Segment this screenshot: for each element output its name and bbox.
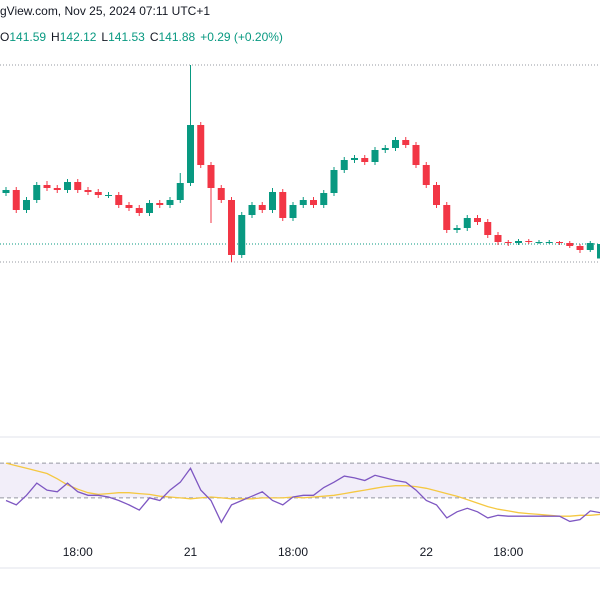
candle-body <box>422 165 430 185</box>
candle-body <box>566 243 574 246</box>
candle-body <box>12 190 20 210</box>
candle-body <box>556 242 563 243</box>
candle-body <box>74 182 82 190</box>
candle-body <box>320 193 328 205</box>
candle-body <box>166 200 174 205</box>
candle-body <box>310 200 317 205</box>
candle-body <box>412 145 420 165</box>
candle-body <box>484 222 492 235</box>
candle-body <box>597 244 600 259</box>
candle-body <box>187 125 194 183</box>
ohlc-key: L <box>101 30 108 44</box>
candle-body <box>453 228 461 230</box>
candle-body <box>217 188 225 200</box>
candle-body <box>105 195 112 196</box>
candle-body <box>392 140 399 148</box>
x-tick-label: 18:00 <box>278 545 308 559</box>
candle-body <box>586 243 594 250</box>
candle-body <box>299 200 307 205</box>
candle-body <box>576 246 584 250</box>
rsi-line <box>5 467 600 524</box>
candle-body <box>176 183 184 200</box>
ohlc-value: 141.88 <box>158 30 195 44</box>
change: +0.29 (+0.20%) <box>200 30 283 44</box>
candle-body <box>248 205 256 215</box>
candle-body <box>402 140 410 145</box>
candle-body <box>23 200 30 210</box>
candle-body <box>381 148 389 150</box>
ohlc-key: H <box>51 30 60 44</box>
candle-body <box>33 185 41 200</box>
ohlc-value: 142.12 <box>60 30 97 44</box>
candle-body <box>146 203 153 213</box>
ohlc-key: O <box>0 30 9 44</box>
candle-body <box>340 160 348 170</box>
candle-body <box>115 195 123 205</box>
x-tick-label: 22 <box>420 545 434 559</box>
candle-body <box>515 241 522 243</box>
candle-body <box>279 192 287 218</box>
candle-body <box>494 235 502 242</box>
candle-body <box>535 242 543 243</box>
candle-body <box>474 218 481 222</box>
candle-body <box>443 205 451 230</box>
candle-body <box>504 242 512 243</box>
candle-body <box>433 185 440 205</box>
x-tick-label: 18:00 <box>63 545 93 559</box>
ohlc-value: 141.53 <box>108 30 145 44</box>
candle-body <box>156 203 164 205</box>
candle-body <box>463 218 471 228</box>
candle-body <box>43 185 51 188</box>
candle-body <box>94 192 102 195</box>
rsi-ma-line <box>5 462 600 517</box>
candle-body <box>371 150 379 162</box>
candle-body <box>289 205 297 218</box>
ohlc-value: 141.59 <box>9 30 46 44</box>
candle-body <box>269 192 276 210</box>
candle-body <box>238 215 246 255</box>
rsi-band <box>0 463 600 498</box>
candle-body <box>207 165 215 188</box>
candle-body <box>53 188 61 190</box>
candle-body <box>197 125 205 165</box>
candle-body <box>330 170 338 193</box>
candle-body <box>258 205 266 210</box>
candle-body <box>2 190 10 193</box>
candle-body <box>135 208 143 213</box>
source-text: gView.com, Nov 25, 2024 07:11 UTC+1 <box>0 4 210 18</box>
candle-body <box>125 205 133 208</box>
candle-body <box>351 158 358 160</box>
x-tick-label: 18:00 <box>493 545 523 559</box>
candle-body <box>525 241 533 242</box>
candle-body <box>64 182 71 190</box>
candle-body <box>84 190 92 192</box>
x-tick-label: 21 <box>184 545 198 559</box>
ohlc-header: O141.59 H142.12 L141.53 C141.88 +0.29 (+0.20… <box>0 30 283 44</box>
ohlc-key: C <box>150 30 159 44</box>
candle-body <box>545 242 553 243</box>
candle-body <box>228 200 235 255</box>
candle-body <box>361 158 369 162</box>
